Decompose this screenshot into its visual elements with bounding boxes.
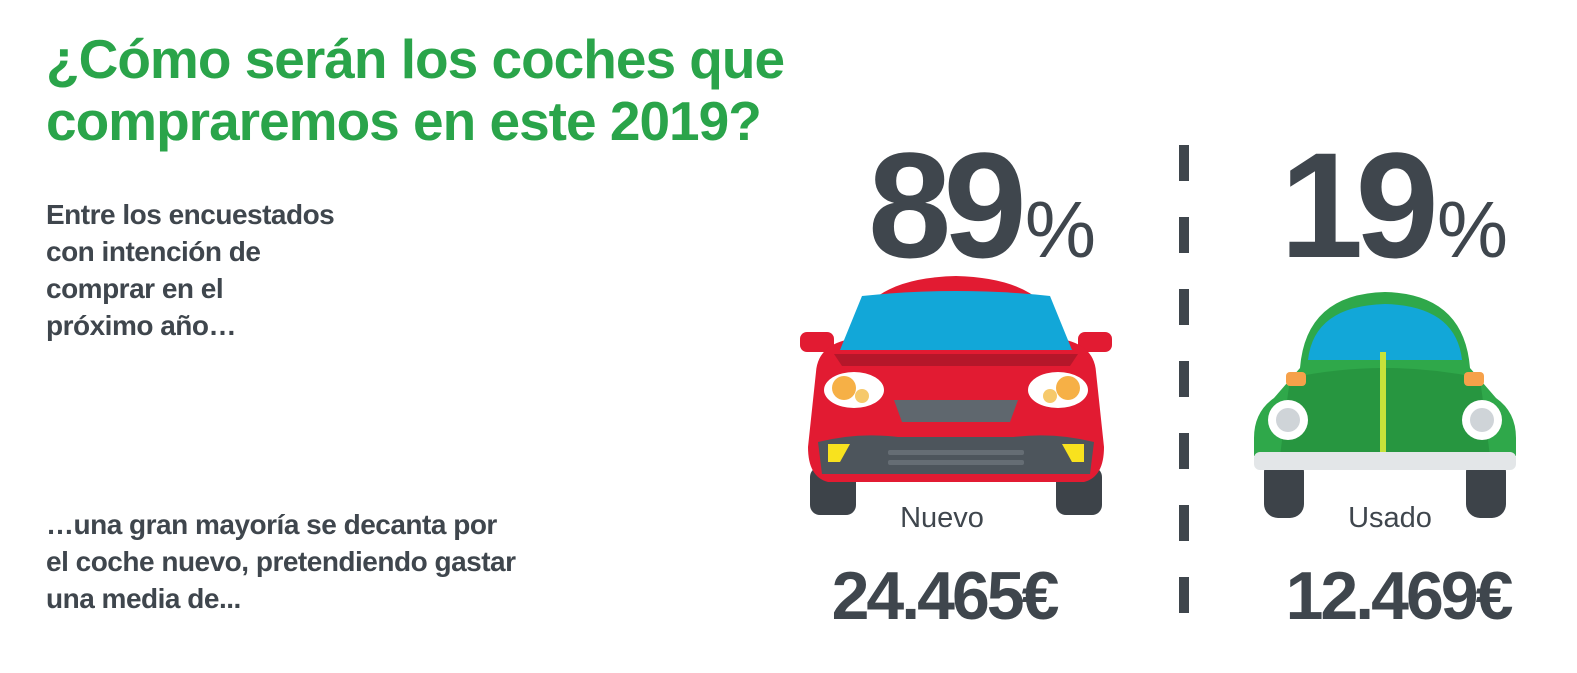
used-car-label: Usado [1348, 502, 1432, 534]
new-car-percent-value: 89 [868, 121, 1027, 289]
used-car-percent-value: 19 [1280, 121, 1439, 289]
new-car-percent-symbol: % [1024, 185, 1096, 274]
used-car-percentage: 19% [1280, 130, 1508, 280]
page-title: ¿Cómo serán los coches que compraremos e… [46, 28, 785, 152]
new-car-label: Nuevo [900, 502, 984, 534]
conclusion-text: …una gran mayoría se decanta por el coch… [46, 506, 516, 617]
green-beetle-car-icon [1254, 292, 1516, 518]
title-line-2: compraremos en este 2019? [46, 90, 762, 152]
intro-line: Entre los encuestados [46, 199, 335, 230]
intro-text: Entre los encuestados con intención de c… [46, 196, 335, 344]
new-car-percentage: 89% [868, 130, 1096, 280]
conclusion-line: …una gran mayoría se decanta por [46, 509, 497, 540]
title-line-1: ¿Cómo serán los coches que [46, 28, 785, 90]
conclusion-line: una media de... [46, 583, 241, 614]
new-car-price: 24.465€ [831, 558, 1060, 634]
used-car-price: 12.469€ [1285, 558, 1514, 634]
red-modern-car-icon [800, 276, 1112, 515]
conclusion-line: el coche nuevo, pretendiendo gastar [46, 546, 516, 577]
intro-line: comprar en el [46, 273, 224, 304]
used-car-percent-symbol: % [1436, 185, 1508, 274]
dashed-divider [1179, 145, 1189, 625]
intro-line: con intención de [46, 236, 261, 267]
intro-line: próximo año… [46, 310, 237, 341]
